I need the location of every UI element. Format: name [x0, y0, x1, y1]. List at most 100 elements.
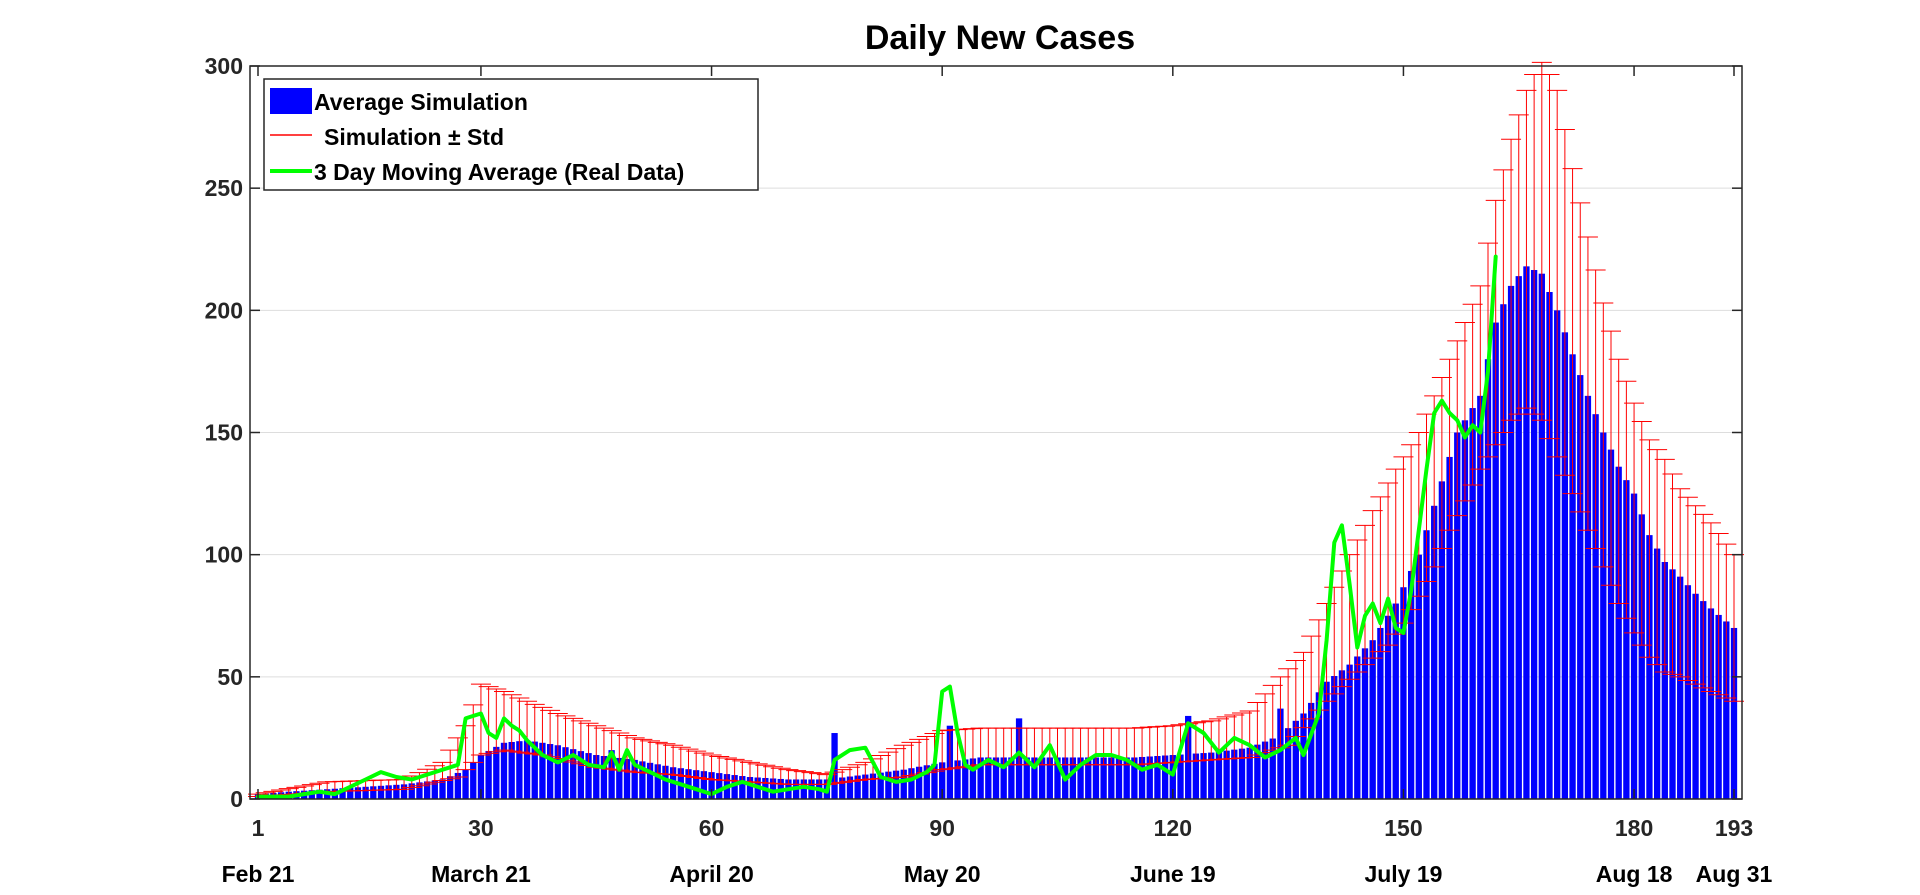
bar-day-141 — [1331, 676, 1338, 799]
bar-day-25 — [439, 779, 446, 799]
bar-day-29 — [470, 762, 477, 799]
bar-day-103 — [1038, 757, 1046, 799]
bar-day-188 — [1692, 593, 1699, 799]
bar-day-111 — [1100, 757, 1107, 799]
x-tick-label-0: 1 — [252, 815, 265, 841]
bar-layer — [254, 266, 1738, 800]
legend: Average Simulation Simulation ± Std 3 Da… — [263, 78, 759, 191]
bar-day-119 — [1161, 755, 1169, 799]
bar-day-77 — [839, 777, 846, 799]
x-tick-label-3: 90 — [929, 815, 955, 841]
bar-day-16 — [370, 786, 377, 799]
bar-day-18 — [385, 785, 392, 799]
y-tick-label-5: 250 — [205, 175, 243, 201]
bar-day-36 — [523, 740, 531, 799]
line-layer — [256, 254, 1498, 799]
bar-day-183 — [1653, 548, 1661, 799]
bar-day-88 — [923, 765, 930, 799]
bar-day-52 — [646, 762, 654, 799]
bar-day-163 — [1500, 304, 1507, 799]
bar-day-19 — [393, 784, 400, 799]
bar-day-140 — [1323, 681, 1330, 799]
bar-day-51 — [639, 761, 646, 799]
bar-day-59 — [700, 771, 708, 799]
bar-day-139 — [1315, 692, 1323, 799]
bar-day-108 — [1077, 757, 1084, 799]
bar-day-136 — [1292, 720, 1299, 799]
real-data-moving-average-line — [256, 254, 1498, 799]
bar-day-187 — [1684, 585, 1692, 799]
bar-day-157 — [1454, 432, 1461, 799]
bar-day-9 — [316, 789, 323, 799]
bar-day-13 — [347, 787, 354, 799]
bar-day-154 — [1431, 505, 1438, 799]
bar-day-58 — [693, 770, 700, 799]
bar-day-129 — [1238, 748, 1246, 799]
bar-day-54 — [662, 765, 669, 799]
bar-day-86 — [908, 768, 915, 799]
bar-day-82 — [877, 772, 884, 799]
date-label-3: May 20 — [904, 861, 981, 887]
bar-day-192 — [1723, 621, 1730, 799]
bar-day-184 — [1661, 561, 1668, 799]
bar-day-38 — [539, 742, 546, 799]
bar-day-162 — [1492, 322, 1499, 799]
bar-day-104 — [1046, 757, 1053, 799]
bar-day-39 — [546, 744, 554, 799]
x-tick-label-4: 120 — [1154, 815, 1192, 841]
bar-day-42 — [570, 749, 577, 799]
bar-day-132 — [1261, 741, 1269, 799]
bar-day-133 — [1269, 738, 1276, 799]
bar-day-84 — [892, 770, 900, 799]
bar-day-155 — [1438, 481, 1446, 799]
bar-day-114 — [1123, 757, 1130, 799]
bar-day-138 — [1308, 702, 1315, 799]
bar-day-179 — [1623, 480, 1630, 799]
bar-day-64 — [739, 776, 746, 799]
bar-day-135 — [1284, 728, 1292, 799]
bar-day-156 — [1446, 456, 1453, 799]
legend-box — [263, 78, 759, 191]
bar-day-165 — [1515, 276, 1522, 799]
bar-day-87 — [915, 766, 923, 799]
bar-day-32 — [493, 746, 500, 799]
bar-day-49 — [623, 758, 631, 799]
bar-day-21 — [408, 783, 415, 799]
bar-day-142 — [1338, 670, 1346, 799]
bar-day-145 — [1361, 648, 1369, 799]
legend-label-std: Simulation ± Std — [324, 124, 504, 150]
bar-day-148 — [1384, 615, 1392, 799]
bar-day-27 — [454, 772, 462, 799]
bar-day-23 — [423, 781, 431, 799]
bar-day-168 — [1538, 273, 1545, 799]
bar-day-96 — [985, 757, 992, 799]
bar-day-80 — [862, 774, 869, 799]
bar-day-78 — [846, 776, 854, 799]
x-tick-label-6: 180 — [1615, 815, 1653, 841]
bar-day-121 — [1177, 754, 1184, 799]
bar-day-153 — [1423, 530, 1430, 799]
x-tick-label-7: 193 — [1715, 815, 1753, 841]
bar-day-12 — [339, 788, 346, 799]
date-label-7: Aug 31 — [1696, 861, 1773, 887]
bar-day-128 — [1231, 749, 1238, 799]
date-label-1: March 21 — [431, 861, 531, 887]
bar-day-158 — [1461, 420, 1469, 799]
bar-day-130 — [1246, 747, 1253, 799]
bar-day-123 — [1192, 753, 1200, 799]
bar-day-34 — [508, 741, 515, 799]
bar-day-26 — [447, 776, 454, 799]
bar-day-160 — [1477, 395, 1484, 799]
bar-day-170 — [1554, 310, 1561, 799]
bar-day-85 — [900, 769, 907, 799]
date-label-2: April 20 — [669, 861, 753, 887]
bar-day-171 — [1561, 332, 1569, 799]
y-tick-label-6: 300 — [205, 53, 243, 79]
bar-day-191 — [1715, 614, 1722, 799]
y-tick-label-4: 200 — [205, 297, 243, 323]
bar-day-14 — [354, 787, 362, 799]
date-label-5: July 19 — [1364, 861, 1442, 887]
bar-day-95 — [977, 757, 984, 799]
bar-day-152 — [1415, 554, 1422, 799]
bar-day-63 — [731, 775, 738, 799]
